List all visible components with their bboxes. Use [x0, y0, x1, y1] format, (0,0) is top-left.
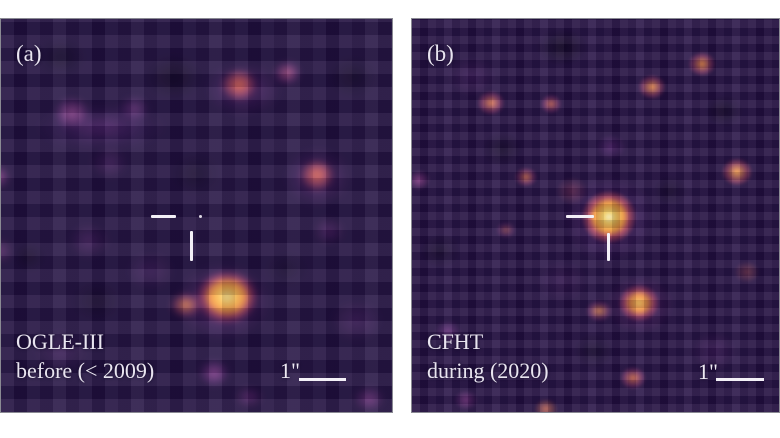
source-blob: [85, 143, 133, 183]
panel-a: (a) OGLE-III before (< 2009) 1": [0, 18, 393, 413]
source-blob: [616, 363, 650, 393]
crosshair-horizontal-tick: [151, 215, 176, 218]
scalebar-line: [716, 378, 764, 381]
panel-letter-label: (a): [16, 41, 42, 66]
source-blob: [451, 387, 481, 412]
source-blob: [270, 58, 304, 88]
source-blob: [412, 167, 433, 193]
source-blob: [166, 148, 226, 200]
instrument-label: OGLE-III: [16, 329, 104, 354]
panel-caption: OGLE-III before (< 2009): [16, 327, 154, 385]
source-blob: [50, 93, 94, 133]
source-blob: [684, 48, 720, 80]
source-blob: [717, 154, 757, 190]
annotation-overlay-a: (a) OGLE-III before (< 2009) 1": [1, 19, 392, 412]
source-blob: [231, 383, 267, 411]
crosshair-vertical-tick: [607, 233, 610, 261]
source-blob: [686, 327, 742, 375]
source-blob: [295, 155, 339, 195]
source-blob: [189, 265, 265, 329]
source-blob: [261, 247, 313, 291]
panel-letter-label: (b): [427, 41, 454, 66]
source-blob: [121, 247, 181, 295]
source-blob: [530, 23, 594, 71]
source-blob: [613, 279, 665, 327]
source-blob: [63, 219, 115, 263]
crosshair-horizontal-tick: [566, 215, 594, 218]
scalebar-label: 1": [280, 358, 300, 383]
source-blob: [1, 235, 17, 267]
source-blob: [64, 275, 128, 327]
sky-image-a: [1, 19, 392, 412]
epoch-label: before (< 2009): [16, 358, 155, 383]
panel-b: (b) CFHT during (2020) 1": [411, 18, 780, 413]
source-blob: [194, 356, 234, 390]
source-blob: [530, 255, 594, 307]
source-blob: [1, 161, 14, 193]
pixelation-texture-b: [412, 19, 779, 412]
source-blob: [568, 329, 620, 373]
source-blob: [27, 325, 95, 377]
source-blob: [493, 219, 519, 241]
source-blob: [582, 297, 616, 325]
source-blob: [431, 317, 465, 347]
source-blob: [648, 171, 692, 211]
source-blob: [114, 92, 154, 126]
panel-caption: CFHT during (2020): [427, 327, 549, 385]
source-blob: [31, 33, 91, 81]
epoch-label: during (2020): [427, 358, 549, 383]
scalebar-label: 1": [698, 359, 718, 384]
source-blob: [349, 383, 389, 412]
annotation-overlay-b: (b) CFHT during (2020) 1": [412, 19, 779, 412]
source-blob: [700, 91, 748, 131]
instrument-label: CFHT: [427, 329, 484, 354]
source-blob: [634, 71, 670, 103]
source-blob: [137, 49, 209, 105]
source-blob: [324, 295, 388, 347]
source-blob: [511, 164, 541, 190]
source-blob: [531, 396, 561, 412]
source-blob: [9, 239, 49, 275]
source-blob: [731, 258, 763, 286]
source-blob: [216, 65, 262, 105]
source-blob: [323, 51, 383, 103]
faint-source-dot: [199, 215, 202, 218]
crosshair-vertical-tick: [190, 231, 193, 261]
source-blob: [592, 131, 630, 163]
source-blob: [476, 127, 528, 171]
pixelation-texture-a: [1, 19, 392, 412]
source-blob: [414, 229, 466, 273]
source-blob: [537, 91, 565, 117]
source-blob: [309, 213, 349, 249]
source-blob: [442, 52, 502, 102]
scalebar-line: [299, 378, 346, 381]
sky-image-b: [412, 19, 779, 412]
